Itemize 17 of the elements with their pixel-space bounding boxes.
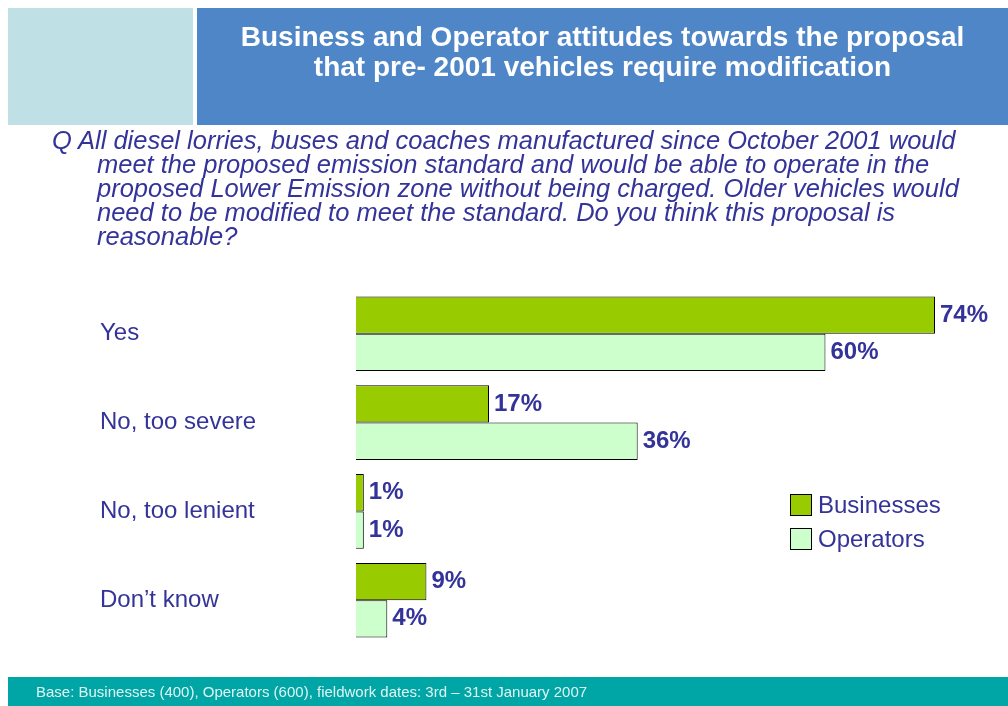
data-label: 74% — [940, 299, 989, 327]
y-tick-label: Don’t know — [100, 584, 220, 612]
data-label: 36% — [642, 425, 691, 453]
y-tick-label: Yes — [100, 318, 140, 346]
data-label: 1% — [368, 477, 404, 505]
legend-label: Businesses — [818, 491, 941, 519]
chart-title: Business and Operator attitudes towards the proposal that pre- 2001 vehicles require modification — [197, 8, 1008, 125]
y-tick-label: No, too severe — [100, 407, 257, 435]
legend-label: Operators — [818, 525, 925, 553]
data-label: 60% — [830, 337, 879, 365]
data-label: 9% — [431, 566, 467, 594]
data-label: 1% — [368, 514, 404, 542]
y-tick-label: No, too lenient — [100, 496, 256, 524]
data-label: 4% — [392, 603, 427, 631]
data-label: 17% — [494, 388, 543, 416]
chart-subtitle: Q All diesel lorries, buses and coaches manufactured since October 2001 would meet the proposed emission standard and would be able to operate in the proposed Lower Emission zone without being charged. Older vehicles would need to be modified to meet the standard. Do you think this proposal is reasonable? — [52, 126, 961, 250]
text: Base: Businesses (400), Operators (600), fieldwork dates: 3rd – 31st January 2007 — [8, 677, 1008, 706]
